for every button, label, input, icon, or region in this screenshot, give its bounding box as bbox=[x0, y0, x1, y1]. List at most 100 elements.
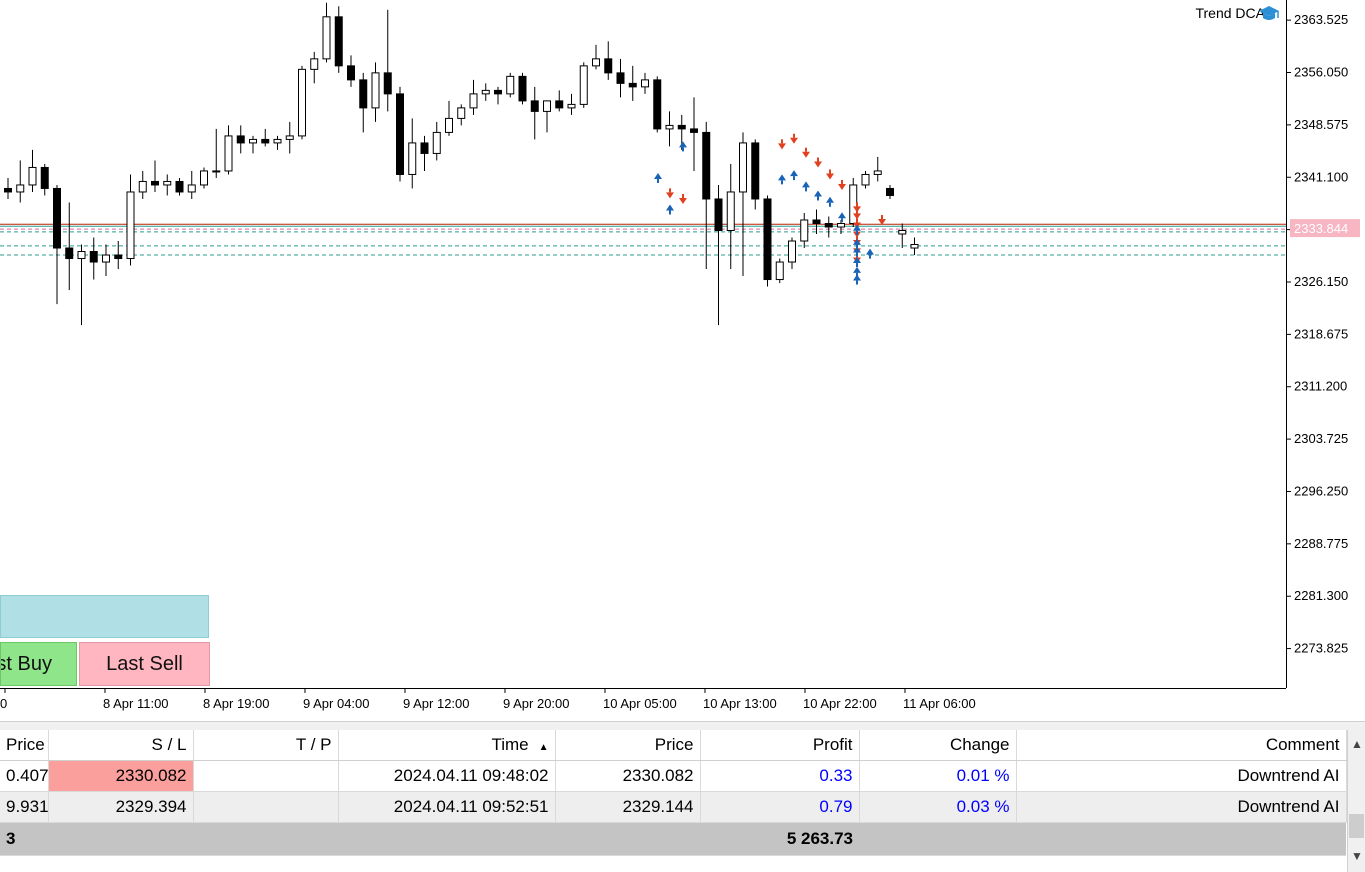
x-tick-label: 0 bbox=[0, 696, 7, 711]
chart-canvas[interactable]: 2363.5252356.0502348.5752341.1002333.625… bbox=[0, 0, 1365, 720]
cell-change: 0.03 % bbox=[859, 791, 1017, 823]
col-price[interactable]: Price bbox=[555, 730, 701, 761]
candle-body bbox=[873, 170, 882, 175]
cell-profit: 0.79 bbox=[700, 791, 860, 823]
candle-body bbox=[726, 191, 735, 232]
sell-signal-arrow bbox=[878, 218, 886, 225]
candle-body bbox=[28, 166, 37, 186]
y-tick-label: 2273.825 bbox=[1294, 641, 1348, 656]
candle-body bbox=[432, 131, 441, 154]
cell-price: 2329.144 bbox=[555, 791, 701, 823]
candle-body bbox=[371, 72, 380, 109]
buy-signal-arrow bbox=[778, 174, 786, 181]
candle-body bbox=[261, 138, 270, 144]
table-row[interactable]: 0.407 2330.082 2024.04.11 09:48:02 2330.… bbox=[0, 760, 1347, 792]
scroll-thumb[interactable] bbox=[1349, 814, 1364, 838]
x-tick-label: 9 Apr 04:00 bbox=[303, 696, 370, 711]
candle-body bbox=[567, 103, 576, 109]
col-profit[interactable]: Profit bbox=[700, 730, 860, 761]
col-comment[interactable]: Comment bbox=[1016, 730, 1347, 761]
x-tick-label: 8 Apr 11:00 bbox=[103, 696, 169, 711]
candle-body bbox=[249, 138, 257, 144]
sell-signal-arrow bbox=[802, 151, 810, 158]
candle-body bbox=[530, 100, 539, 112]
col-time[interactable]: Time ▲ bbox=[338, 730, 556, 761]
candle-body bbox=[236, 135, 245, 144]
cell-tp bbox=[193, 760, 339, 792]
candle-body bbox=[53, 187, 61, 249]
x-tick-label: 11 Apr 06:00 bbox=[903, 696, 976, 711]
candle-body bbox=[138, 180, 147, 193]
y-tick-label: 2363.525 bbox=[1294, 12, 1348, 27]
candle-body bbox=[898, 230, 907, 235]
chevron-down-icon[interactable]: ▼ bbox=[1351, 849, 1363, 863]
candle-body bbox=[126, 191, 135, 260]
candle-body bbox=[677, 124, 686, 130]
last-sell-button[interactable]: Last Sell bbox=[79, 642, 210, 686]
candle-body bbox=[16, 184, 25, 193]
candle-body bbox=[65, 247, 74, 260]
candle-body bbox=[77, 251, 86, 260]
candle-body bbox=[298, 68, 306, 137]
candle-body bbox=[89, 251, 98, 263]
buy-signal-arrow bbox=[802, 181, 810, 188]
y-tick-label: 2348.575 bbox=[1294, 117, 1348, 132]
x-tick-label: 9 Apr 12:00 bbox=[403, 696, 470, 711]
sell-signal-arrow bbox=[666, 192, 674, 199]
col-tp[interactable]: T / P bbox=[193, 730, 339, 761]
candle-body bbox=[641, 79, 649, 88]
col-change[interactable]: Change bbox=[859, 730, 1017, 761]
x-tick-label: 10 Apr 13:00 bbox=[703, 696, 777, 711]
buy-signal-arrow bbox=[853, 266, 861, 273]
candle-body bbox=[800, 219, 809, 242]
candle-body bbox=[812, 219, 821, 224]
candle-body bbox=[383, 72, 392, 95]
candle-body bbox=[579, 65, 588, 105]
candle-body bbox=[616, 72, 625, 84]
candle-body bbox=[102, 254, 110, 263]
candle-body bbox=[714, 198, 723, 232]
candle-body bbox=[163, 180, 172, 186]
sell-signal-arrow bbox=[838, 183, 846, 190]
candle-body bbox=[628, 82, 637, 88]
cell-change: 0.01 % bbox=[859, 760, 1017, 792]
table-row[interactable]: 9.931 2329.394 2024.04.11 09:52:51 2329.… bbox=[0, 791, 1347, 823]
candle-body bbox=[396, 93, 404, 175]
summary-profit: 5 263.73 bbox=[700, 822, 859, 856]
candle-body bbox=[310, 58, 319, 70]
candle-body bbox=[518, 75, 527, 102]
chevron-up-icon[interactable]: ▲ bbox=[1351, 737, 1363, 751]
candle-body bbox=[763, 198, 772, 281]
candle-body bbox=[910, 244, 919, 249]
candle-body bbox=[665, 124, 674, 130]
sell-signal-arrow bbox=[790, 137, 798, 144]
graduation-cap-icon bbox=[1259, 6, 1279, 20]
sell-signal-arrow bbox=[778, 143, 786, 150]
candle-body bbox=[445, 117, 453, 133]
candle-body bbox=[481, 89, 490, 95]
last-buy-button[interactable]: Last Buy bbox=[0, 642, 77, 686]
col-open-price[interactable]: Price bbox=[0, 730, 49, 761]
table-header-row: Price S / L T / P Time ▲ Price Profit Cha… bbox=[0, 730, 1347, 761]
cell-sl: 2329.394 bbox=[48, 791, 194, 823]
candle-body bbox=[285, 135, 294, 140]
cell-profit: 0.33 bbox=[700, 760, 860, 792]
candle-body bbox=[837, 222, 845, 228]
cell-open-price: 9.931 bbox=[0, 791, 49, 823]
buy-signal-arrow bbox=[666, 204, 674, 211]
candle-body bbox=[775, 261, 784, 281]
x-tick-label: 9 Apr 20:00 bbox=[503, 696, 570, 711]
y-tick-label: 2311.200 bbox=[1294, 379, 1347, 394]
candle-body bbox=[555, 100, 564, 109]
y-tick-label: 2288.775 bbox=[1294, 536, 1348, 551]
candle-body bbox=[788, 240, 796, 263]
sell-signal-arrow bbox=[814, 161, 822, 168]
candle-body bbox=[469, 93, 478, 109]
price-chart[interactable]: 2363.5252356.0502348.5752341.1002333.625… bbox=[0, 0, 1365, 720]
col-sl[interactable]: S / L bbox=[48, 730, 194, 761]
current-price-label-bg bbox=[1290, 219, 1360, 238]
table-scrollbar[interactable]: ▲ ▼ bbox=[1347, 730, 1365, 872]
candle-body bbox=[653, 79, 662, 130]
candle-body bbox=[690, 128, 698, 133]
candle-body bbox=[175, 180, 184, 193]
